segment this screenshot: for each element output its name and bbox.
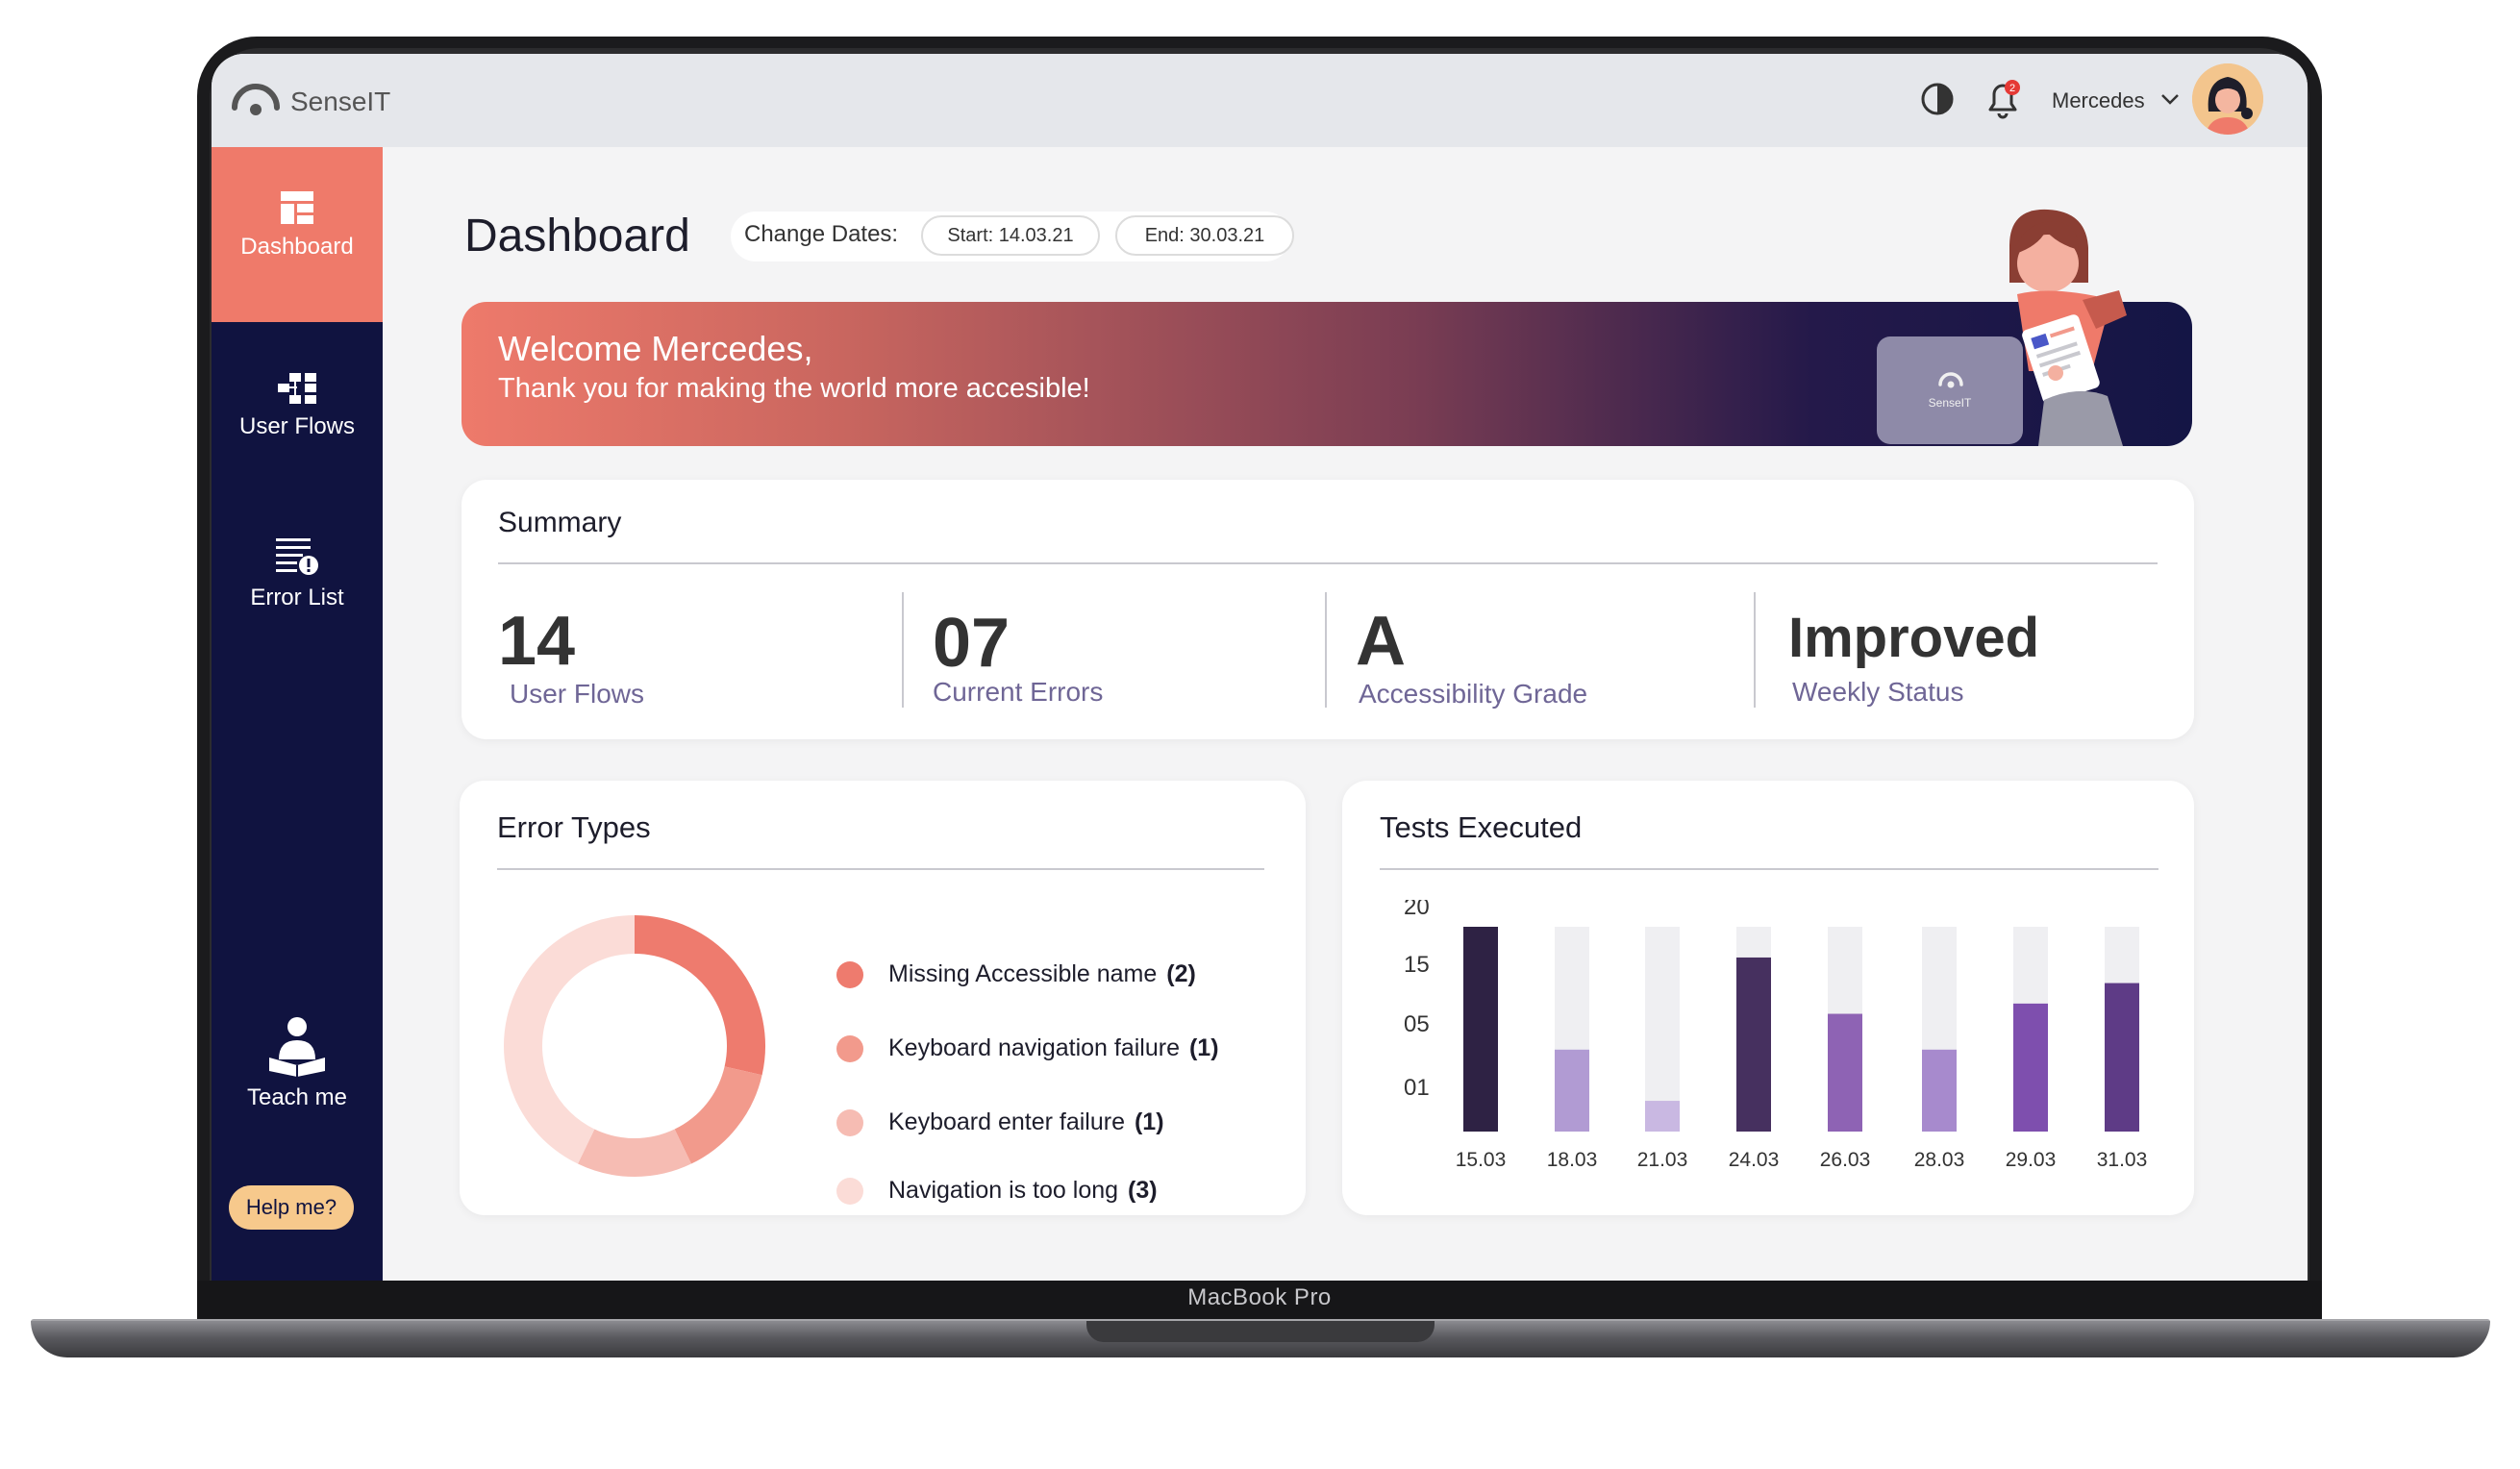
stat-grade-label: Accessibility Grade [1359,679,1588,709]
bar-track [1645,927,1680,1132]
app-logo-text[interactable]: SenseIT [290,87,391,116]
woman-illustration-icon [2009,209,2127,446]
donut-slice-0 [634,915,765,1076]
legend-dot [836,1035,863,1063]
senseit-logo-icon [1938,372,1963,388]
legend-label: Missing Accessible name [888,960,1158,987]
legend-dot [836,1109,863,1137]
end-date-button[interactable]: End: 30.03.21 [1115,215,1294,256]
sidebar-item-error-list[interactable]: Error List [212,536,383,611]
banner-logo-card [1877,336,2023,444]
donut-slice-3 [504,915,636,1164]
bar-24.03[interactable] [1736,957,1771,1132]
legend-label: Keyboard enter failure [888,1108,1125,1135]
chevron-down-icon[interactable] [2159,90,2181,108]
bar-26.03[interactable] [1828,1013,1862,1132]
bar-18.03[interactable] [1555,1049,1589,1132]
donut-slice-2 [577,1129,692,1177]
senseit-logo-icon[interactable] [229,79,283,117]
x-tick-label: 24.03 [1729,1149,1780,1171]
x-tick-label: 31.03 [2097,1149,2148,1171]
error-types-donut-chart [504,915,765,1177]
legend-dot [836,1178,863,1206]
x-tick-label: 15.03 [1456,1149,1507,1171]
legend-item[interactable]: Missing Accessible name (2) [836,958,1196,990]
stat-weekly-value: Improved [1788,607,2040,669]
error-list-icon [276,538,318,575]
stat-grade-value: A [1356,603,1406,680]
error-types-divider [497,868,1264,870]
legend-count: (1) [1134,1108,1164,1135]
y-tick-label: 15 [1404,952,1430,978]
stat-user-flows-label: User Flows [510,679,645,709]
bar-15.03[interactable] [1463,927,1498,1132]
sidebar-item-label: Dashboard [240,234,354,260]
top-bar [212,54,2308,147]
stat-divider [1754,592,1756,708]
legend-label: Keyboard navigation failure [888,1034,1180,1061]
user-name[interactable]: Mercedes [2052,88,2145,112]
bar-29.03[interactable] [2013,1003,2048,1132]
x-tick-label: 26.03 [1820,1149,1871,1171]
stat-errors-label: Current Errors [933,677,1104,707]
y-tick-label: 01 [1404,1075,1430,1101]
summary-card [462,480,2194,739]
y-tick-label: 05 [1404,1011,1430,1037]
legend-label: Navigation is too long [888,1177,1119,1204]
sidebar-item-label: Teach me [246,1084,348,1110]
notification-bell-icon[interactable]: 2 [1981,77,2025,121]
legend-count: (1) [1188,1034,1219,1061]
device-brand: MacBook Pro [1187,1284,1332,1310]
stat-weekly-label: Weekly Status [1792,677,1964,707]
avatar[interactable] [2192,63,2263,135]
stat-user-flows-value: 14 [498,603,576,680]
stat-errors-value: 07 [933,605,1010,682]
laptop-notch [1086,1321,1435,1342]
sidebar-item-teach-me[interactable]: Teach me [212,1015,383,1111]
sidebar-item-label: Error List [250,585,344,610]
app-screen: SenseIT 2 Mercedes [212,54,2308,1281]
change-dates-label: Change Dates: [744,221,899,247]
bar-31.03[interactable] [2105,983,2139,1132]
bar-28.03[interactable] [1922,1049,1957,1132]
bar-21.03[interactable] [1645,1101,1680,1132]
start-date-button[interactable]: Start: 14.03.21 [921,215,1100,256]
stat-divider [902,592,904,708]
tests-executed-title: Tests Executed [1380,810,1583,844]
dashboard-icon [281,191,313,224]
legend-item[interactable]: Navigation is too long (3) [836,1174,1158,1207]
summary-title: Summary [498,507,622,538]
banner-card-label: SenseIT [1928,396,1972,410]
x-tick-label: 28.03 [1914,1149,1965,1171]
tests-executed-divider [1380,868,2158,870]
stat-divider [1325,592,1327,708]
y-tick-label: 20 [1404,900,1430,920]
laptop-chin [197,1281,2322,1321]
teach-icon [269,1017,325,1077]
sidebar-item-dashboard[interactable]: Dashboard [212,147,383,322]
error-types-title: Error Types [497,810,651,844]
x-tick-label: 29.03 [2006,1149,2057,1171]
page-title: Dashboard [464,211,690,261]
help-button[interactable]: Help me? [229,1185,354,1230]
legend-count: (3) [1128,1177,1158,1204]
contrast-toggle-icon[interactable] [1919,81,1956,117]
legend-item[interactable]: Keyboard enter failure (1) [836,1106,1164,1138]
summary-divider [498,562,2158,564]
x-tick-label: 18.03 [1547,1149,1598,1171]
legend-item[interactable]: Keyboard navigation failure (1) [836,1032,1219,1064]
sidebar-item-label: User Flows [238,413,355,439]
donut-slice-1 [674,1065,762,1164]
x-tick-label: 21.03 [1637,1149,1688,1171]
welcome-subtitle: Thank you for making the world more acce… [498,373,1090,404]
avatar-icon [2192,63,2263,135]
user-flows-icon [278,373,316,404]
notification-count: 2 [2009,83,2015,94]
sidebar-item-user-flows[interactable]: User Flows [212,371,383,440]
legend-count: (2) [1166,960,1196,987]
welcome-title: Welcome Mercedes, [498,329,813,368]
tests-executed-bar-chart: 20 15 05 01 15.03 18.03 21.03 24.03 26.03 28.03 29… [1404,900,2148,1171]
sidebar [212,147,383,1281]
legend-dot [836,961,863,989]
